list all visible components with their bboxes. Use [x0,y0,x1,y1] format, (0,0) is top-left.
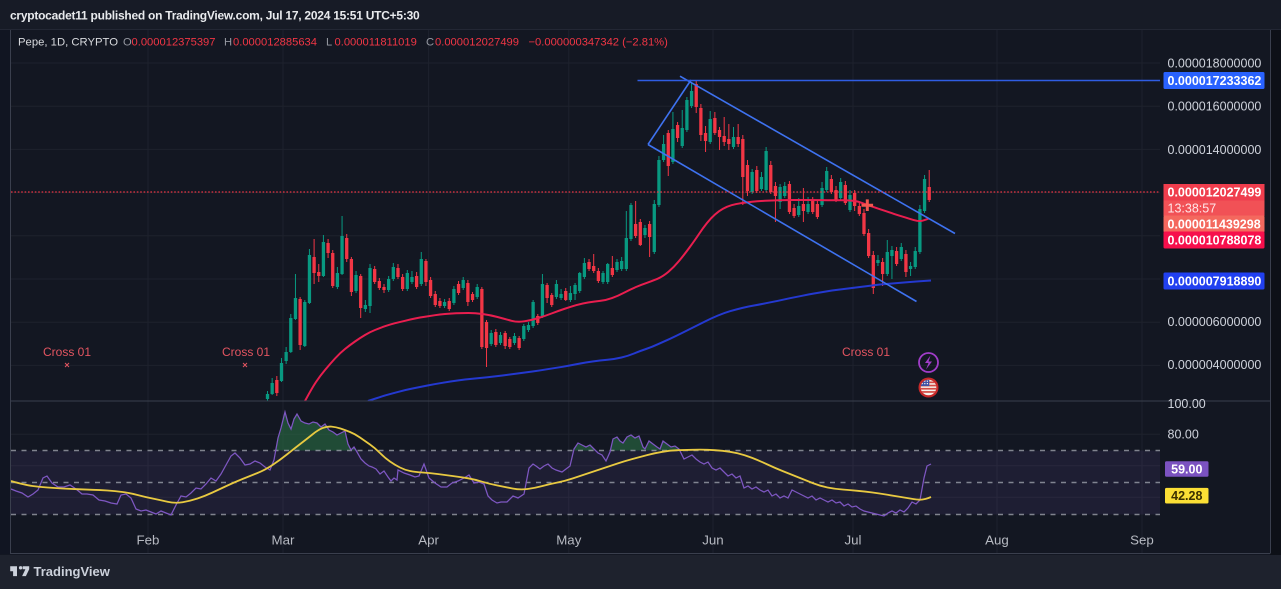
svg-text:−0.000000347342 (−2.81%): −0.000000347342 (−2.81%) [529,37,669,49]
svg-text:C: C [426,37,434,49]
svg-text:13:38:57: 13:38:57 [1168,202,1217,216]
svg-text:Feb: Feb [137,533,160,548]
svg-text:Sep: Sep [1130,533,1154,548]
svg-text:0.000012027499: 0.000012027499 [435,37,519,49]
svg-text:Cross 01: Cross 01 [43,345,91,359]
svg-text:Jul: Jul [845,533,862,548]
svg-text:Jun: Jun [702,533,723,548]
svg-text:Aug: Aug [985,533,1009,548]
svg-text:0.000010788078: 0.000010788078 [1168,233,1262,247]
svg-text:0.000012027499: 0.000012027499 [1168,186,1262,200]
svg-text:0.000004000000: 0.000004000000 [1168,358,1262,372]
svg-text:O: O [123,37,132,49]
svg-text:0.000011811019: 0.000011811019 [335,37,417,49]
svg-text:0.000006000000: 0.000006000000 [1168,315,1262,329]
svg-text:0.000007918890: 0.000007918890 [1168,274,1262,288]
svg-text:0.000014000000: 0.000014000000 [1168,143,1262,157]
svg-text:0.000018000000: 0.000018000000 [1168,56,1262,70]
svg-text:0.000011439298: 0.000011439298 [1168,217,1261,231]
svg-text:0.000017233362: 0.000017233362 [1168,74,1262,88]
svg-text:H: H [224,37,232,49]
svg-text:0.000012375397: 0.000012375397 [132,37,216,49]
svg-text:Cross 01: Cross 01 [842,345,890,359]
svg-text:42.28: 42.28 [1171,489,1202,503]
svg-text:59.00: 59.00 [1171,462,1202,476]
svg-text:0.000012885634: 0.000012885634 [233,37,317,49]
svg-text:May: May [556,533,581,548]
svg-text:80.00: 80.00 [1168,428,1199,442]
svg-text:Cross 01: Cross 01 [222,345,270,359]
svg-text:cryptocadet11 published on Tra: cryptocadet11 published on TradingView.c… [10,9,420,23]
svg-text:TradingView: TradingView [34,564,111,579]
svg-text:100.00: 100.00 [1168,397,1206,411]
svg-text:0.000016000000: 0.000016000000 [1168,100,1262,114]
svg-text:Apr: Apr [418,533,439,548]
svg-text:Mar: Mar [272,533,295,548]
svg-text:L: L [326,37,332,49]
svg-text:Pepe, 1D, CRYPTO: Pepe, 1D, CRYPTO [18,37,118,49]
